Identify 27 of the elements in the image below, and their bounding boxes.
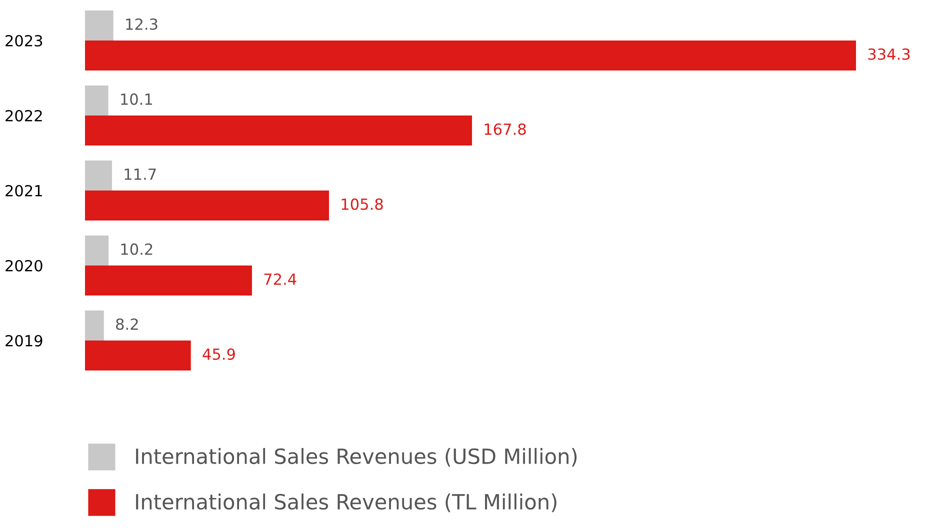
data-label: 105.8 xyxy=(342,198,383,210)
bar xyxy=(85,10,114,40)
data-label: 12.3 xyxy=(126,18,158,30)
bar xyxy=(85,116,472,146)
bar xyxy=(85,160,112,190)
y-tick-label: 2022 xyxy=(6,110,42,122)
data-label: 167.8 xyxy=(484,123,526,135)
legend-label: International Sales Revenues (USD Million) xyxy=(136,448,577,467)
data-label: 10.2 xyxy=(121,243,152,255)
bar xyxy=(85,266,252,296)
data-label: 10.1 xyxy=(121,93,152,105)
y-tick-label: 2023 xyxy=(6,34,42,47)
y-tick-label: 2021 xyxy=(6,184,42,197)
data-label: 72.4 xyxy=(264,273,296,285)
data-label: 11.7 xyxy=(124,168,156,180)
bar xyxy=(85,236,109,266)
bar xyxy=(85,190,330,220)
bar xyxy=(85,40,856,70)
data-label: 334.3 xyxy=(868,48,910,60)
bar xyxy=(85,86,108,116)
y-tick-label: 2019 xyxy=(6,334,42,347)
y-tick-label: 2020 xyxy=(6,260,42,272)
bar xyxy=(85,310,104,340)
data-label: 8.2 xyxy=(116,318,138,330)
bar xyxy=(85,340,191,370)
data-label: 45.9 xyxy=(202,348,235,360)
legend-label: International Sales Revenues (TL Million) xyxy=(136,494,556,512)
